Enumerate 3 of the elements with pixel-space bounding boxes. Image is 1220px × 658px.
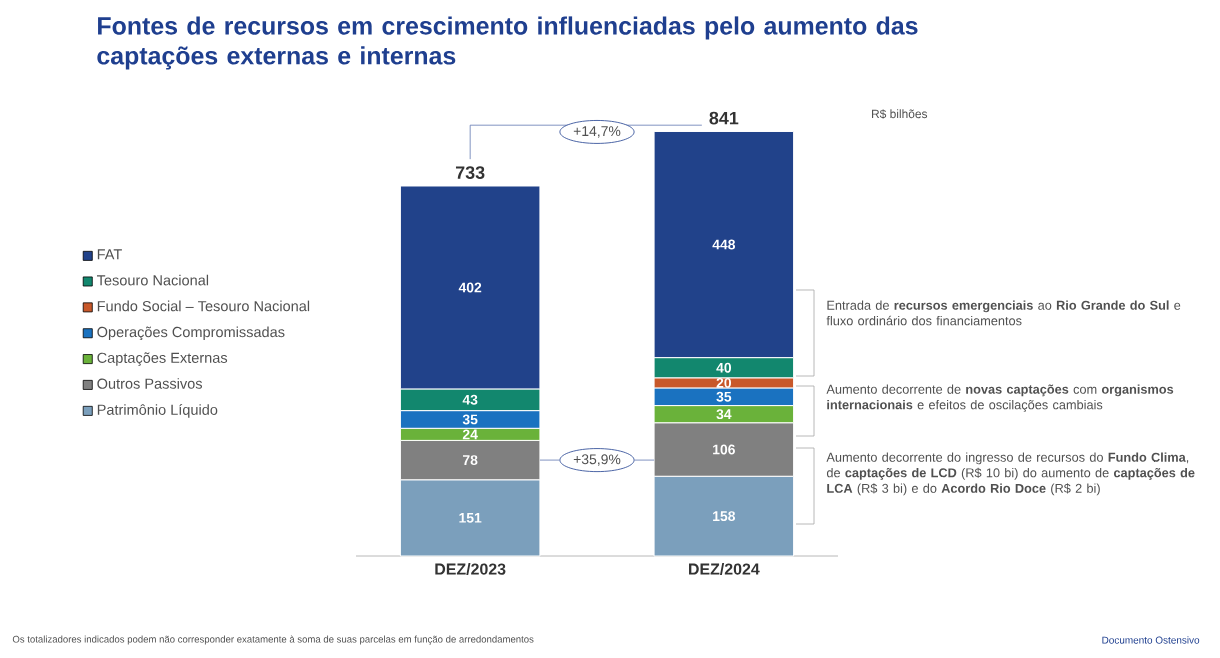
chart-title: Fontes de recursos em crescimento influenciadas pelo aumento das captações externas e internas	[97, 16, 918, 70]
total-label: 733	[455, 166, 485, 179]
total-label: 841	[709, 111, 739, 125]
